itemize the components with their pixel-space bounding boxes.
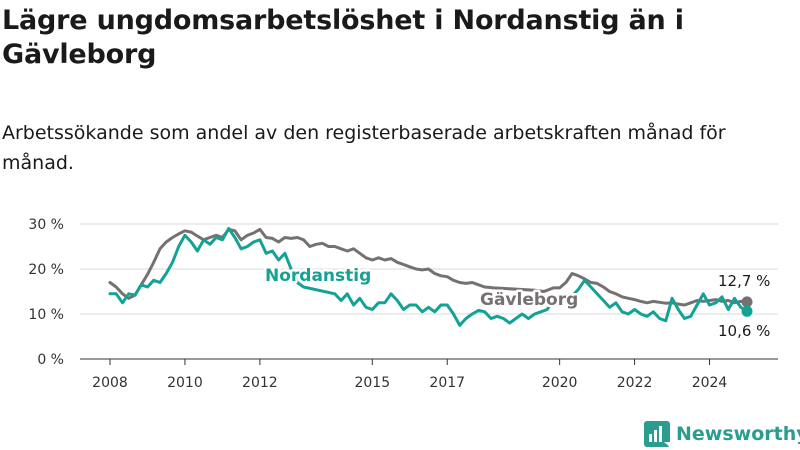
- newsworthy-logo-icon: [644, 421, 670, 447]
- series-line-nordanstig: [108, 227, 749, 327]
- series-line-gävleborg: [108, 227, 749, 307]
- x-tick-label: 2015: [354, 375, 390, 391]
- end-value-label-gävleborg: 12,7 %: [718, 272, 770, 290]
- x-tick-label: 2024: [692, 375, 728, 391]
- x-tick-label: 2022: [617, 375, 653, 391]
- series-lines: [108, 227, 753, 327]
- series-label-nordanstig: Nordanstig: [265, 266, 371, 286]
- series-label-gävleborg: Gävleborg: [480, 290, 578, 310]
- x-tick-label: 2020: [542, 375, 578, 391]
- x-tick-label: 2008: [92, 375, 128, 391]
- y-tick-label: 0 %: [37, 352, 64, 368]
- x-axis: 2008 2010 2012 2015 2017 2020 2022 2024: [92, 359, 727, 391]
- line-chart: 0 % 10 % 20 % 30 % 2008 2010 2012 2015 2017 2020…: [28, 217, 778, 391]
- y-axis: 0 % 10 % 20 % 30 %: [28, 217, 64, 368]
- x-tick-label: 2010: [167, 375, 203, 391]
- end-value-label-nordanstig: 10,6 %: [718, 322, 770, 340]
- grid-lines: [80, 223, 778, 360]
- x-tick-label: 2017: [429, 375, 465, 391]
- y-tick-label: 30 %: [28, 217, 64, 233]
- y-tick-label: 10 %: [28, 307, 64, 323]
- end-point-nordanstig: [741, 305, 753, 317]
- brand-name: Newsworthy: [676, 423, 800, 445]
- end-point-gävleborg: [741, 296, 753, 308]
- newsworthy-brand[interactable]: Newsworthy: [644, 419, 800, 449]
- series-labels: Gävleborg Nordanstig 12,7 % 10,6 %: [263, 264, 771, 341]
- x-tick-label: 2012: [242, 375, 278, 391]
- chart-subtitle: Arbetssökande som andel av den registerb…: [2, 122, 726, 174]
- chart-title: Lägre ungdomsarbetslöshet i Nordanstig ä…: [2, 5, 684, 70]
- y-tick-label: 20 %: [28, 262, 64, 278]
